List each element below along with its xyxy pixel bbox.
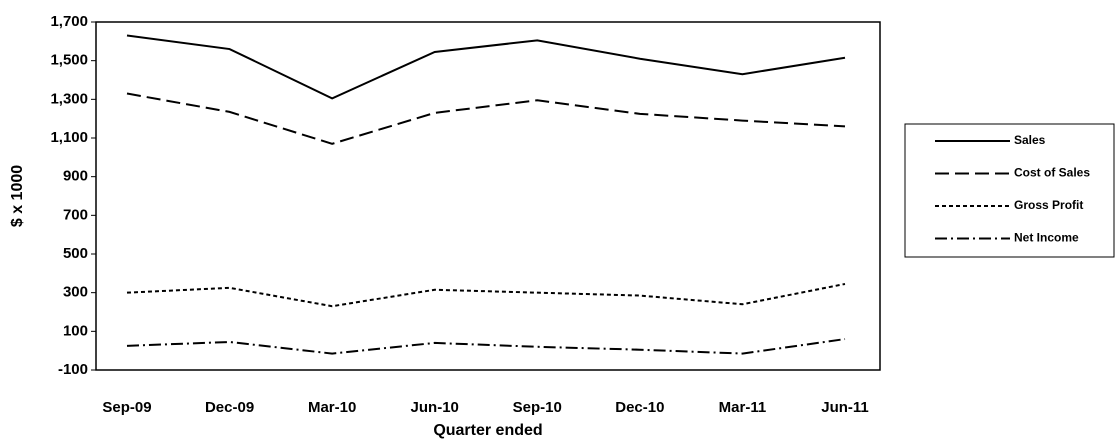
x-axis-title: Quarter ended <box>433 422 542 439</box>
x-tick-label: Mar-10 <box>308 399 356 416</box>
y-tick-label: 1,500 <box>50 52 88 69</box>
y-tick-label: -100 <box>58 361 88 378</box>
legend-label: Sales <box>1014 133 1046 147</box>
x-tick-label: Jun-10 <box>411 399 459 416</box>
x-tick-label: Mar-11 <box>719 399 767 416</box>
y-tick-label: 1,100 <box>50 129 88 146</box>
y-tick-label: 1,300 <box>50 90 88 107</box>
y-tick-label: 500 <box>63 245 88 262</box>
y-tick-label: 300 <box>63 284 88 301</box>
x-tick-label: Sep-10 <box>513 399 562 416</box>
y-axis-title: $ x 1000 <box>9 165 26 227</box>
plot-frame <box>95 21 881 371</box>
y-tick-label: 900 <box>63 168 88 185</box>
legend-label: Cost of Sales <box>1014 166 1090 180</box>
y-tick-label: 700 <box>63 206 88 223</box>
y-tick-label: 1,700 <box>50 13 88 30</box>
x-tick-label: Dec-09 <box>205 399 254 416</box>
series-line <box>126 34 846 100</box>
series-line <box>126 338 846 355</box>
legend-box <box>904 123 1115 258</box>
x-tick-label: Jun-11 <box>821 399 869 416</box>
series-line <box>126 92 846 145</box>
x-tick-label: Dec-10 <box>615 399 664 416</box>
series-line <box>126 282 846 308</box>
x-tick-label: Sep-09 <box>102 399 151 416</box>
legend-label: Net Income <box>1014 231 1079 245</box>
y-tick-label: 100 <box>63 322 88 339</box>
legend-label: Gross Profit <box>1014 198 1083 212</box>
